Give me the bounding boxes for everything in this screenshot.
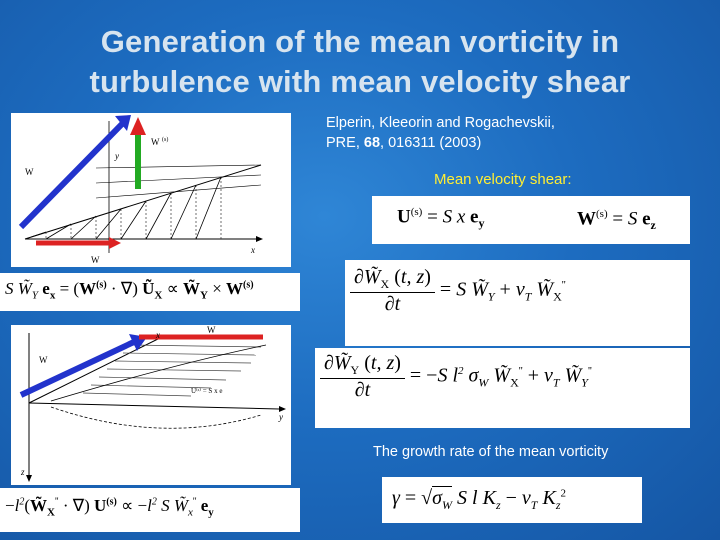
shear-label: Mean velocity shear: <box>434 171 572 188</box>
equation-shear-box: U(s) = S x ey W(s) = S ez <box>372 196 690 244</box>
equation-wx-box: ∂W̃X (t, z) ∂t = S W̃Y + νT W̃X'' <box>345 260 690 346</box>
reference-authors: Elperin, Kleeorin and Rogachevskii, <box>326 115 555 131</box>
top-figure-label-wy: W <box>25 167 34 177</box>
bottom-figure-label-y: y <box>278 412 283 422</box>
top-figure-label-wx: W <box>91 255 100 265</box>
equation-wy-box: ∂W̃Y (t, z) ∂t = −S l2 σW W̃X'' + νT W̃Y… <box>315 348 690 428</box>
equation-wy: ∂W̃Y (t, z) ∂t = −S l2 σW W̃X'' + νT W̃Y… <box>320 352 592 402</box>
top-figure-label-x: x <box>250 245 255 255</box>
growth-rate-label: The growth rate of the mean vorticity <box>373 444 609 460</box>
reference-volume: 68 <box>363 135 381 151</box>
equation-growth-rate: γ = √σW S l Kz − νT Kz2 <box>392 486 566 512</box>
bottom-figure-label-wx: W <box>39 355 48 365</box>
reference-citation: PRE, 68, 016311 (2003) <box>326 135 482 151</box>
reference: Elperin, Kleeorin and Rogachevskii, PRE,… <box>326 113 555 153</box>
title-line-2: turbulence with mean velocity shear <box>89 64 631 99</box>
equation-mean-velocity: U(s) = S x ey <box>397 206 485 231</box>
equation-wx: ∂W̃X (t, z) ∂t = S W̃Y + νT W̃X'' <box>350 266 566 316</box>
bottom-figure-diagram: x y z W W U⁽ˢ⁾ = S x e <box>19 325 286 482</box>
svg-text:(s): (s) <box>162 136 168 143</box>
title-line-1: Generation of the mean vorticity in <box>100 24 620 59</box>
bottom-figure-label-z: z <box>20 467 25 477</box>
bottom-figure-label-x: x <box>155 330 160 340</box>
bottom-figure-label-shear: U⁽ˢ⁾ = S x e <box>191 387 222 395</box>
equation-mechanism-1: S W̃Y ex = (W(s) · ∇) ŨX ∝ W̃Y × W(s) <box>5 279 254 302</box>
bottom-figure: x y z W W U⁽ˢ⁾ = S x e <box>11 325 291 485</box>
equation-growth-box: γ = √σW S l Kz − νT Kz2 <box>382 477 642 523</box>
slide-title: Generation of the mean vorticity in turb… <box>0 22 720 102</box>
top-figure-label-ws: W <box>151 137 160 147</box>
equation-mechanism-1-box: S W̃Y ex = (W(s) · ∇) ŨX ∝ W̃Y × W(s) <box>0 273 300 311</box>
top-figure-label-y: y <box>114 151 119 161</box>
bottom-figure-label-wy: W <box>207 325 216 335</box>
equation-mechanism-2: −l2(W̃X'' · ∇) U(s) ∝ −l2 S W̃x'' ey <box>5 496 214 519</box>
top-figure: W (s) y x W W <box>11 113 291 267</box>
equation-mechanism-2-box: −l2(W̃X'' · ∇) U(s) ∝ −l2 S W̃x'' ey <box>0 488 300 532</box>
top-figure-diagram: W (s) y x W W <box>18 115 263 265</box>
equation-vorticity-shear: W(s) = S ez <box>577 208 656 233</box>
